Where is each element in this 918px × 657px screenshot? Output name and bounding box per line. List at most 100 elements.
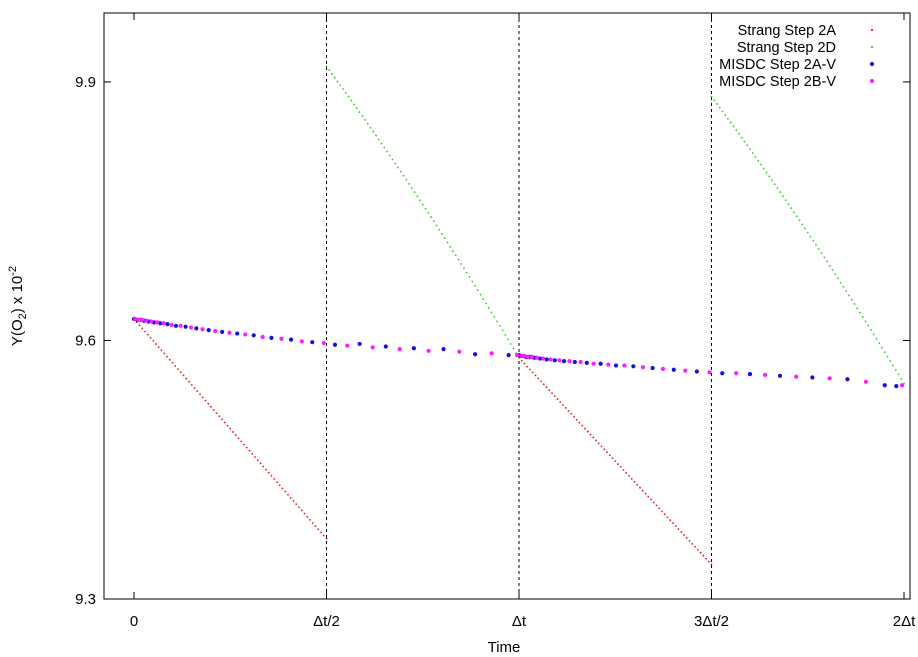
series-1-segment-1-point xyxy=(851,299,853,301)
series-2-point xyxy=(562,359,566,363)
series-2-point xyxy=(573,360,577,364)
series-3-point xyxy=(300,339,304,343)
series-0-segment-0-point xyxy=(312,522,314,524)
series-3-point xyxy=(149,319,153,323)
series-0-segment-0-point xyxy=(304,513,306,515)
series-2-point xyxy=(412,346,416,350)
series-0-segment-1-point xyxy=(595,440,597,442)
series-3-point xyxy=(683,369,687,373)
series-0-segment-1-point xyxy=(647,496,649,498)
series-0-segment-1-point xyxy=(612,457,614,459)
series-1-segment-0-point xyxy=(449,246,451,248)
series-0-segment-0-point xyxy=(207,403,209,405)
series-0-segment-0-point xyxy=(147,334,149,336)
legend-marker-1 xyxy=(871,46,873,48)
series-2-point xyxy=(631,364,635,368)
series-1-segment-0-point xyxy=(328,69,330,71)
series-0-segment-0-point xyxy=(287,494,289,496)
series-1-segment-0-point xyxy=(339,84,341,86)
series-1-segment-0-point xyxy=(469,276,471,278)
series-0-segment-0-point xyxy=(141,327,143,329)
series-0-segment-0-point xyxy=(155,343,157,345)
series-1 xyxy=(326,66,905,385)
series-1-segment-0-point xyxy=(466,272,468,274)
series-1-segment-1-point xyxy=(848,295,850,297)
series-1-segment-0-point xyxy=(408,183,410,185)
series-0-segment-1-point xyxy=(546,386,548,388)
series-0-segment-1-point xyxy=(579,422,581,424)
series-0-segment-1-point xyxy=(562,404,564,406)
series-1-segment-1-point xyxy=(854,303,856,305)
series-0-segment-1-point xyxy=(614,460,616,462)
series-1-segment-1-point xyxy=(785,199,787,201)
series-1-segment-0-point xyxy=(496,320,498,322)
series-0-segment-1-point xyxy=(661,510,663,512)
series-1-segment-1-point xyxy=(763,168,765,170)
x-tick-label-2: Δt xyxy=(512,613,527,630)
series-1-segment-0-point xyxy=(444,237,446,239)
series-1-segment-1-point xyxy=(793,211,795,213)
series-3-point xyxy=(592,362,596,366)
series-1-segment-0-point xyxy=(422,204,424,206)
series-2-point xyxy=(235,331,239,335)
series-0-segment-1-point xyxy=(587,431,589,433)
y-axis-title-middle: ) x 10 xyxy=(9,276,26,314)
series-0-segment-0-point xyxy=(235,434,237,436)
series-1-segment-1-point xyxy=(870,329,872,331)
series-1-segment-0-point xyxy=(389,155,391,157)
series-0-segment-1-point xyxy=(570,413,572,415)
series-0-segment-0-point xyxy=(202,397,204,399)
x-tick-label-3: 3Δt/2 xyxy=(694,613,729,630)
series-1-segment-0-point xyxy=(350,100,352,102)
series-0-segment-0-point xyxy=(251,453,253,455)
series-1-segment-1-point xyxy=(735,129,737,131)
legend-marker-0 xyxy=(871,29,873,31)
series-1-segment-1-point xyxy=(744,141,746,143)
series-0-segment-0-point xyxy=(309,519,311,521)
series-1-segment-1-point xyxy=(713,99,715,101)
series-1-segment-1-point xyxy=(782,195,784,197)
series-1-segment-1-point xyxy=(898,374,900,376)
series-3-point xyxy=(279,337,283,341)
series-0-segment-1-point xyxy=(526,366,528,368)
series-1-segment-1-point xyxy=(840,282,842,284)
series-1-segment-1-point xyxy=(804,228,806,230)
plot-frame xyxy=(104,13,910,599)
series-0-segment-1-point xyxy=(631,478,633,480)
series-1-segment-1-point xyxy=(801,223,803,225)
series-0-segment-0-point xyxy=(158,346,160,348)
series-1-segment-0-point xyxy=(510,343,512,345)
series-0-segment-1-point xyxy=(669,519,671,521)
series-0-segment-1-point xyxy=(667,516,669,518)
series-0-segment-0-point xyxy=(290,497,292,499)
series-0-segment-1-point xyxy=(658,507,660,509)
series-0-segment-1-point xyxy=(551,392,553,394)
series-0-segment-0-point xyxy=(213,409,215,411)
series-1-segment-1-point xyxy=(810,236,812,238)
series-0-segment-1-point xyxy=(559,401,561,403)
series-1-segment-0-point xyxy=(427,212,429,214)
series-0-segment-0-point xyxy=(150,337,152,339)
series-2-point xyxy=(252,333,256,337)
series-1-segment-1-point xyxy=(845,290,847,292)
series-3-point xyxy=(763,373,767,377)
x-tick-label-4: 2Δt xyxy=(893,613,916,630)
series-1-segment-0-point xyxy=(356,107,358,109)
series-0-segment-1-point xyxy=(705,558,707,560)
series-3-point xyxy=(828,376,832,380)
series-1-segment-0-point xyxy=(334,77,336,79)
series-2-point xyxy=(553,358,557,362)
legend: Strang Step 2AStrang Step 2DMISDC Step 2… xyxy=(719,23,874,90)
y-axis-ticks: 9.3 9.6 9.9 xyxy=(75,74,910,608)
series-0-segment-1-point xyxy=(548,389,550,391)
series-0-segment-0-point xyxy=(284,491,286,493)
series-0-segment-1-point xyxy=(565,407,567,409)
x-axis-title: Time xyxy=(488,639,521,656)
series-1-segment-1-point xyxy=(799,219,801,221)
series-1-segment-1-point xyxy=(856,307,858,309)
series-1-segment-1-point xyxy=(719,107,721,109)
series-2-point xyxy=(883,383,887,387)
series-0-segment-1-point xyxy=(584,428,586,430)
series-2-point xyxy=(672,368,676,372)
series-3-point xyxy=(567,359,571,363)
